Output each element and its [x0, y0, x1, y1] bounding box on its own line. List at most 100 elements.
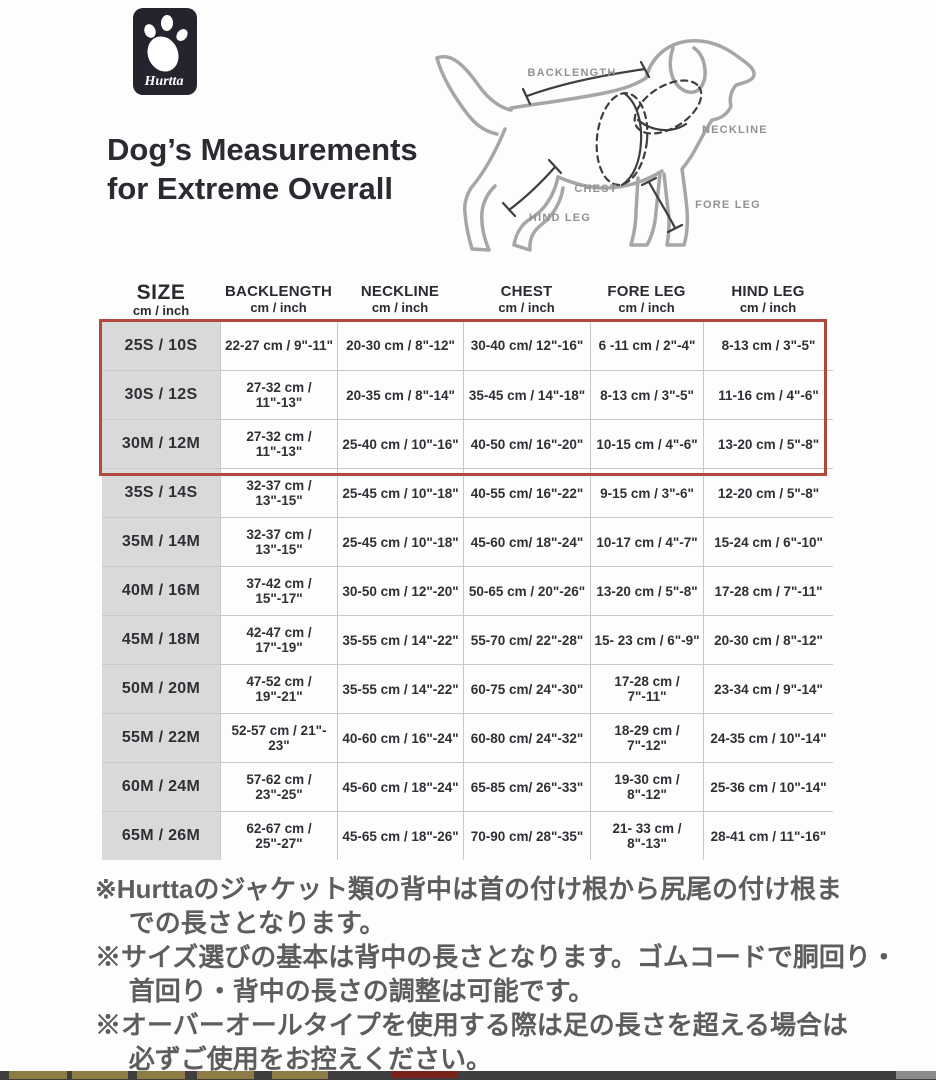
- chest-cell: 50-65 cm / 20"-26": [463, 567, 590, 615]
- fore-leg-cell: 10-17 cm / 4"-7": [590, 518, 703, 566]
- chest-cell: 35-45 cm / 14"-18": [463, 371, 590, 419]
- next-image-edge: [0, 1071, 936, 1080]
- neckline-cell: 45-60 cm / 18"-24": [337, 763, 463, 811]
- column-unit: cm / inch: [371, 300, 429, 315]
- column-name: FORE LEG: [607, 283, 686, 300]
- chest-cell: 60-75 cm/ 24"-30": [463, 665, 590, 713]
- edge-block: [197, 1071, 254, 1079]
- footnote-1-line-1: ※Hurttaのジャケット類の背中は首の付け根から尻尾の付け根ま: [95, 874, 843, 904]
- size-cell: 35S / 14S: [102, 469, 220, 517]
- dog-diagram-svg: BACKLENGTH NECKLINE CHEST FORE LEG HIND …: [435, 38, 768, 252]
- table-row: 55M / 22M 52-57 cm / 21"- 23" 40-60 cm / 1…: [102, 713, 833, 762]
- fore-leg-arrow: [647, 180, 677, 230]
- chest-cell: 40-50 cm/ 16"-20": [463, 420, 590, 468]
- dog-measurement-diagram: BACKLENGTH NECKLINE CHEST FORE LEG HIND …: [425, 12, 930, 272]
- chest-cell: 45-60 cm/ 18"-24": [463, 518, 590, 566]
- chest-cell: 55-70 cm/ 22"-28": [463, 616, 590, 664]
- neckline-cell: 25-40 cm / 10"-16": [337, 420, 463, 468]
- column-name: BACKLENGTH: [225, 283, 332, 300]
- hind-leg-cell: 28-41 cm / 11"-16": [703, 812, 833, 860]
- backlength-cell: 27-32 cm / 11"-13": [220, 420, 337, 468]
- fore-leg-cell: 10-15 cm / 4"-6": [590, 420, 703, 468]
- column-header-fore-leg: FORE LEG cm / inch: [590, 283, 703, 321]
- table-row: 25S / 10S 22-27 cm / 9"-11" 20-30 cm / 8"-…: [102, 321, 833, 370]
- measurement-annotations: [501, 60, 703, 234]
- backlength-cell: 32-37 cm / 13"-15": [220, 518, 337, 566]
- chest-cell: 60-80 cm/ 24"-32": [463, 714, 590, 762]
- table-row: 45M / 18M 42-47 cm / 17"-19" 35-55 cm / 14…: [102, 615, 833, 664]
- size-cell: 40M / 16M: [102, 567, 220, 615]
- hurtta-logo: Hurtta: [133, 8, 197, 95]
- backlength-cell: 32-37 cm / 13"-15": [220, 469, 337, 517]
- backlength-cell: 22-27 cm / 9"-11": [220, 321, 337, 370]
- column-header-backlength: BACKLENGTH cm / inch: [220, 283, 337, 321]
- chest-cell: 65-85 cm/ 26"-33": [463, 763, 590, 811]
- size-cell: 60M / 24M: [102, 763, 220, 811]
- size-table: SIZE cm / inch BACKLENGTH cm / inch NECK…: [99, 281, 833, 860]
- table-row: 50M / 20M 47-52 cm / 19"-21" 35-55 cm / 14…: [102, 664, 833, 713]
- edge-block: [137, 1071, 185, 1079]
- column-header-hind-leg: HIND LEG cm / inch: [703, 283, 833, 321]
- size-cell: 35M / 14M: [102, 518, 220, 566]
- chest-cell: 40-55 cm/ 16"-22": [463, 469, 590, 517]
- hind-leg-cell: 20-30 cm / 8"-12": [703, 616, 833, 664]
- logo-wordmark: Hurtta: [144, 74, 184, 89]
- hind-leg-cell: 8-13 cm / 3"-5": [703, 321, 833, 370]
- size-cell: 45M / 18M: [102, 616, 220, 664]
- neckline-cell: 25-45 cm / 10"-18": [337, 469, 463, 517]
- table-row: 40M / 16M 37-42 cm / 15"-17" 30-50 cm / 12…: [102, 566, 833, 615]
- chest-ellipse: [595, 92, 649, 186]
- edge-block: [72, 1071, 128, 1079]
- table-row: 35S / 14S 32-37 cm / 13"-15" 25-45 cm / 10…: [102, 468, 833, 517]
- column-header-size: SIZE cm / inch: [102, 281, 220, 321]
- chest-cell: 70-90 cm/ 28"-35": [463, 812, 590, 860]
- backlength-cell: 47-52 cm / 19"-21": [220, 665, 337, 713]
- neckline-cell: 30-50 cm / 12"-20": [337, 567, 463, 615]
- hind-leg-cell: 23-34 cm / 9"-14": [703, 665, 833, 713]
- column-name: NECKLINE: [360, 283, 440, 300]
- neckline-cell: 40-60 cm / 16"-24": [337, 714, 463, 762]
- fore-leg-label: FORE LEG: [695, 199, 761, 211]
- column-unit: cm / inch: [739, 300, 797, 315]
- page-title-line1: Dog’s Measurements: [107, 132, 418, 167]
- footnote-2-line-1: ※サイズ選びの基本は背中の長さとなります。ゴムコードで胴回り・: [95, 942, 897, 972]
- table-header: SIZE cm / inch BACKLENGTH cm / inch NECK…: [102, 281, 833, 321]
- neckline-label: NECKLINE: [702, 124, 768, 136]
- hind-leg-cell: 12-20 cm / 5"-8": [703, 469, 833, 517]
- page-title-line2: for Extreme Overall: [107, 171, 394, 206]
- edge-block: [9, 1071, 67, 1079]
- hind-leg-cell: 17-28 cm / 7"-11": [703, 567, 833, 615]
- fore-leg-cell: 13-20 cm / 5"-8": [590, 567, 703, 615]
- column-name: SIZE: [136, 281, 186, 304]
- size-cell: 50M / 20M: [102, 665, 220, 713]
- column-header-neckline: NECKLINE cm / inch: [337, 283, 463, 321]
- fore-leg-cell: 18-29 cm / 7"-12": [590, 714, 703, 762]
- fore-leg-cell: 8-13 cm / 3"-5": [590, 371, 703, 419]
- size-cell: 65M / 26M: [102, 812, 220, 860]
- column-unit: cm / inch: [498, 300, 555, 315]
- neckline-cell: 45-65 cm / 18"-26": [337, 812, 463, 860]
- column-header-chest: CHEST cm / inch: [463, 283, 590, 321]
- size-cell: 30M / 12M: [102, 420, 220, 468]
- hind-leg-label: HIND LEG: [529, 212, 591, 224]
- edge-block-gray: [896, 1071, 936, 1079]
- hind-leg-cell: 11-16 cm / 4"-6": [703, 371, 833, 419]
- backlength-cell: 62-67 cm / 25"-27": [220, 812, 337, 860]
- edge-block: [272, 1071, 328, 1079]
- backlength-cell: 57-62 cm / 23"-25": [220, 763, 337, 811]
- hind-leg-arrow: [507, 165, 557, 212]
- neckline-cell: 35-55 cm / 14"-22": [337, 665, 463, 713]
- hurtta-logo-graphic: Hurtta: [133, 8, 197, 95]
- neckline-cell: 20-35 cm / 8"-14": [337, 371, 463, 419]
- fore-leg-cell: 19-30 cm / 8"-12": [590, 763, 703, 811]
- column-name: HIND LEG: [731, 283, 805, 300]
- backlength-cell: 52-57 cm / 21"- 23": [220, 714, 337, 762]
- column-unit: cm / inch: [250, 300, 307, 315]
- fore-leg-cell: 17-28 cm / 7"-11": [590, 665, 703, 713]
- hind-leg-cell: 25-36 cm / 10"-14": [703, 763, 833, 811]
- hind-leg-cell: 13-20 cm / 5"-8": [703, 420, 833, 468]
- hind-leg-cell: 24-35 cm / 10"-14": [703, 714, 833, 762]
- column-unit: cm / inch: [618, 300, 675, 315]
- neckline-ellipse: [633, 79, 703, 135]
- fore-leg-cell: 15- 23 cm / 6"-9": [590, 616, 703, 664]
